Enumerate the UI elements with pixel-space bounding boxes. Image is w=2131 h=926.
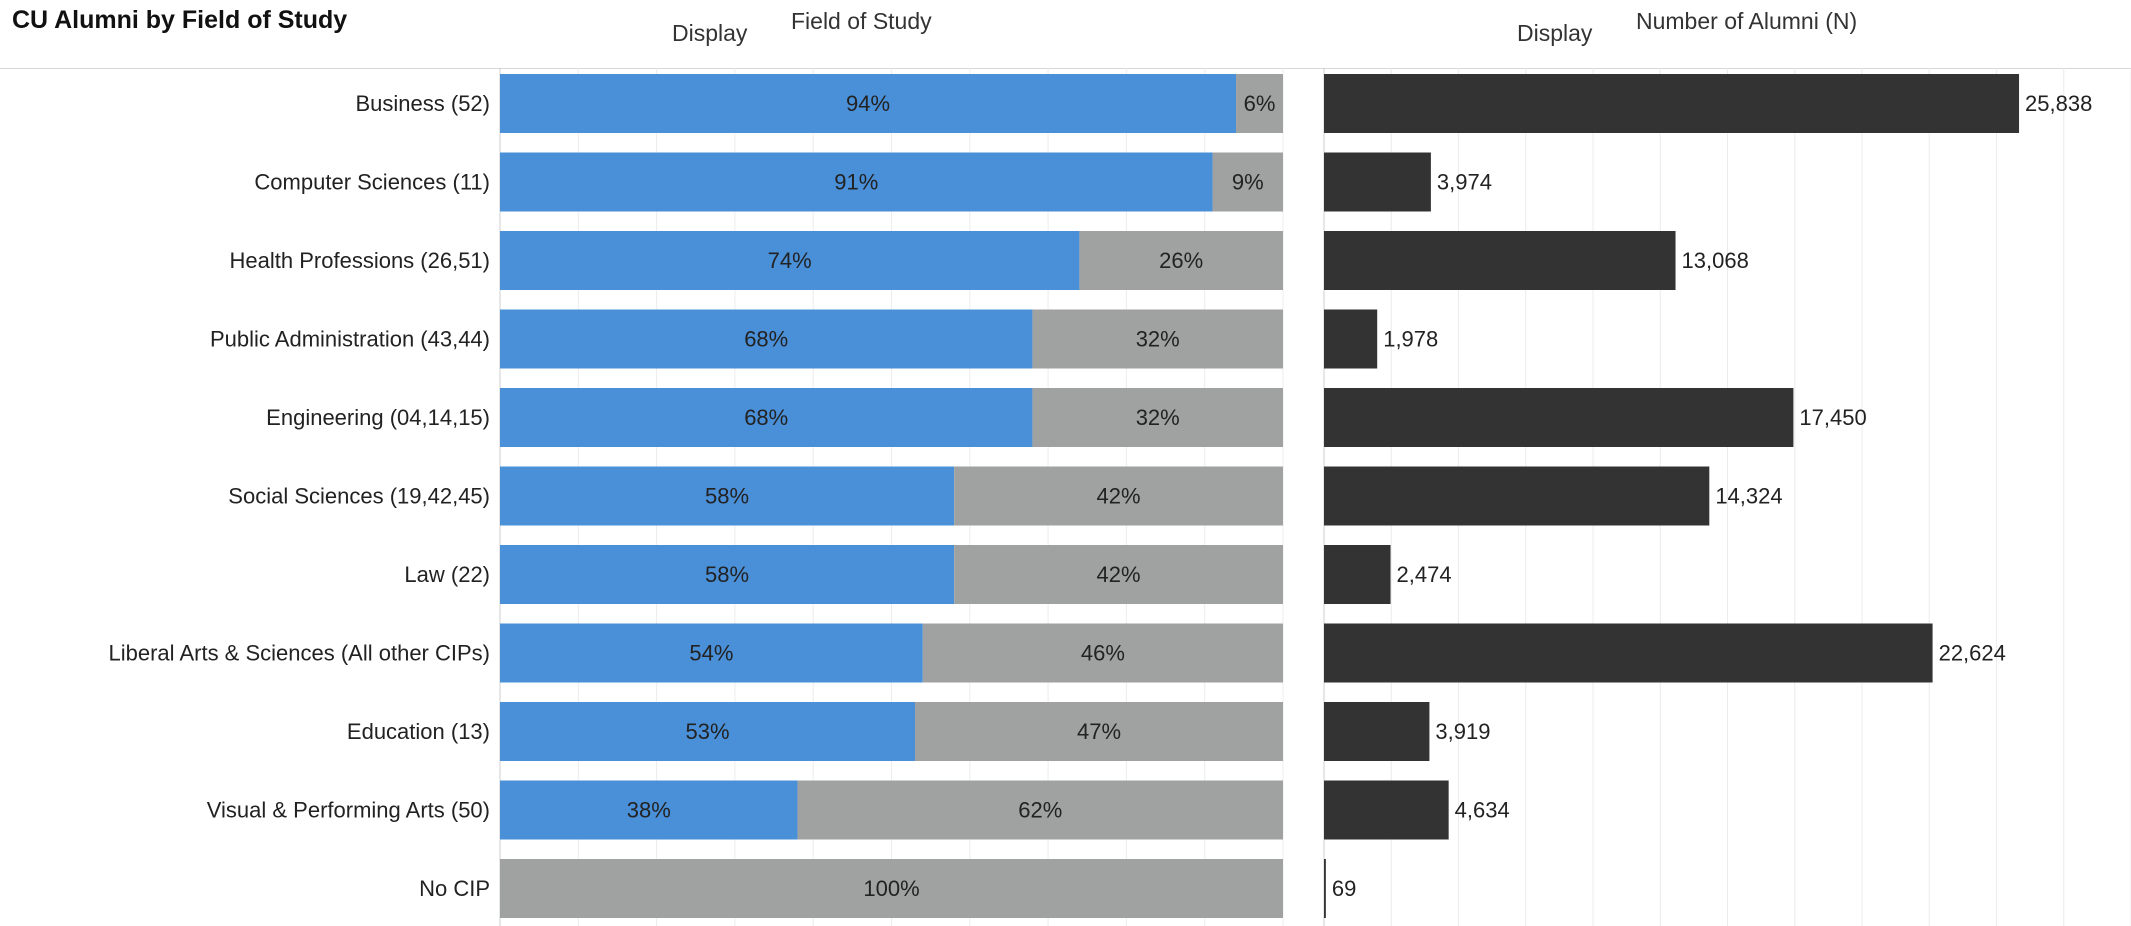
share-bar-primary — [500, 231, 1080, 290]
category-label: Public Administration (43,44) — [210, 327, 490, 352]
count-bar — [1324, 623, 1933, 683]
share-label-secondary: 42% — [1097, 484, 1141, 509]
share-bar-primary — [500, 780, 798, 840]
count-value-label: 22,624 — [1939, 641, 2006, 666]
category-label: Health Professions (26,51) — [230, 248, 490, 273]
share-label-secondary: 32% — [1136, 327, 1180, 352]
count-value-label: 69 — [1332, 876, 1356, 901]
count-value-label: 2,474 — [1397, 562, 1452, 587]
count-bar — [1324, 309, 1378, 369]
count-value-label: 13,068 — [1682, 248, 1749, 273]
share-bar-secondary — [914, 702, 1283, 761]
category-label: Education (13) — [347, 719, 490, 744]
count-bar — [1324, 388, 1794, 447]
share-bar-primary — [500, 309, 1033, 369]
category-label: Social Sciences (19,42,45) — [228, 484, 490, 509]
share-bar-primary — [500, 388, 1033, 447]
page-title: CU Alumni by Field of Study — [12, 6, 348, 34]
field-of-study-header: Field of Study — [791, 8, 932, 34]
share-bar-secondary — [954, 545, 1283, 604]
share-label-secondary: 46% — [1081, 641, 1125, 666]
count-bar — [1324, 859, 1326, 918]
share-label-primary: 68% — [744, 327, 788, 352]
count-value-label: 3,974 — [1437, 170, 1492, 195]
count-value-label: 25,838 — [2025, 91, 2092, 116]
share-label-secondary: 47% — [1077, 719, 1121, 744]
share-label-primary: 54% — [689, 641, 733, 666]
count-value-label: 3,919 — [1435, 719, 1490, 744]
count-bar — [1324, 780, 1449, 840]
share-bar-secondary — [1079, 231, 1283, 290]
category-label: No CIP — [419, 876, 490, 901]
share-label-secondary: 9% — [1232, 170, 1264, 195]
category-label: Liberal Arts & Sciences (All other CIPs) — [109, 641, 490, 666]
share-bar-secondary — [500, 859, 1283, 918]
share-bar-secondary — [1032, 388, 1283, 447]
count-value-label: 1,978 — [1383, 327, 1438, 352]
category-label: Computer Sciences (11) — [254, 170, 490, 195]
share-bar-primary — [500, 466, 955, 526]
share-bar-secondary — [1032, 309, 1283, 369]
share-label-secondary: 62% — [1018, 798, 1062, 823]
share-label-primary: 94% — [846, 91, 890, 116]
display-header-left: Display — [672, 20, 748, 46]
share-label-primary: 91% — [834, 170, 878, 195]
share-label-secondary: 6% — [1244, 91, 1276, 116]
share-bar-secondary — [1236, 74, 1283, 133]
share-label-primary: 38% — [627, 798, 671, 823]
category-label: Engineering (04,14,15) — [266, 405, 490, 430]
count-bar — [1324, 702, 1430, 761]
count-bar — [1324, 545, 1391, 604]
display-header-right: Display — [1517, 20, 1593, 46]
share-bar-secondary — [1212, 152, 1283, 212]
count-bar — [1324, 231, 1676, 290]
share-label-secondary: 100% — [863, 876, 919, 901]
share-bar-primary — [500, 702, 915, 761]
share-label-primary: 58% — [705, 562, 749, 587]
share-bar-primary — [500, 74, 1237, 133]
count-bar — [1324, 152, 1431, 212]
share-bar-secondary — [797, 780, 1283, 840]
share-label-secondary: 26% — [1159, 248, 1203, 273]
share-label-primary: 68% — [744, 405, 788, 430]
share-bar-secondary — [922, 623, 1283, 683]
count-value-label: 4,634 — [1455, 798, 1510, 823]
share-label-primary: 58% — [705, 484, 749, 509]
share-bar-secondary — [954, 466, 1283, 526]
count-value-label: 17,450 — [1799, 405, 1866, 430]
share-bar-primary — [500, 545, 955, 604]
header-divider — [0, 68, 2131, 69]
category-label: Visual & Performing Arts (50) — [207, 798, 490, 823]
share-label-secondary: 32% — [1136, 405, 1180, 430]
count-bar — [1324, 74, 2020, 133]
share-label-secondary: 42% — [1097, 562, 1141, 587]
count-value-label: 14,324 — [1715, 484, 1782, 509]
share-label-primary: 74% — [768, 248, 812, 273]
category-label: Business (52) — [355, 91, 490, 116]
count-bar — [1324, 466, 1710, 526]
number-of-alumni-header: Number of Alumni (N) — [1636, 8, 1858, 34]
share-bar-primary — [500, 623, 923, 683]
category-label: Law (22) — [404, 562, 490, 587]
share-bar-primary — [500, 152, 1213, 212]
share-label-primary: 53% — [685, 719, 729, 744]
